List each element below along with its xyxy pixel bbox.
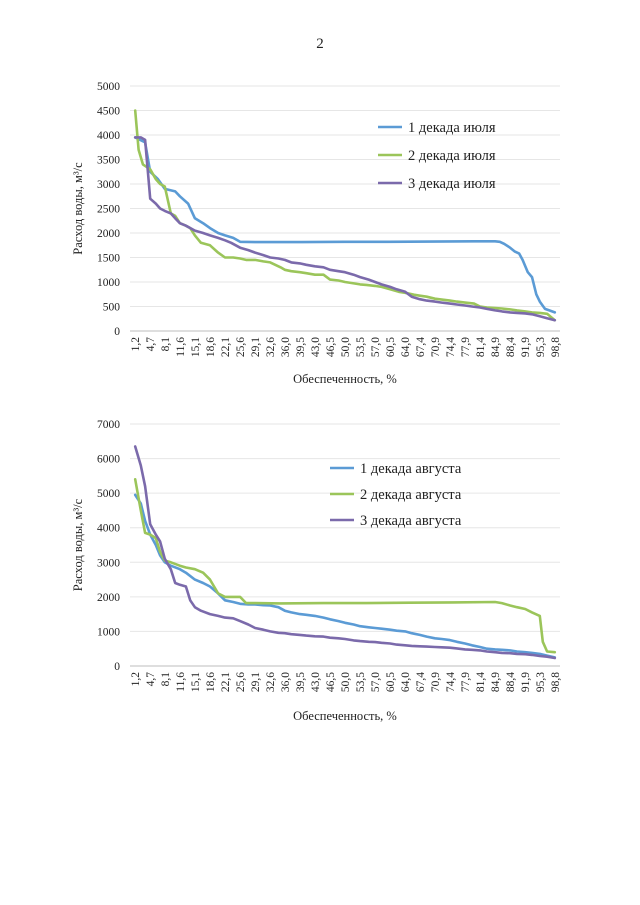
august-x-tick-label: 8,1 [160, 672, 172, 687]
august-y-tick-label: 2000 [97, 592, 120, 604]
august-x-tick-label: 64,0 [400, 672, 412, 692]
august-x-tick-label: 74,4 [445, 672, 457, 692]
july-x-tick-label: 4,7 [145, 337, 157, 352]
july-x-tick-label: 8,1 [160, 337, 172, 352]
july-x-tick-label: 81,4 [475, 337, 487, 357]
august-x-tick-label: 25,6 [235, 672, 247, 692]
august-y-tick-label: 7000 [97, 419, 120, 431]
july-x-axis-title: Обеспеченность, % [293, 372, 397, 386]
august-x-tick-label: 15,1 [190, 672, 202, 692]
july-x-tick-label: 67,4 [415, 337, 427, 357]
july-x-tick-label: 60,5 [385, 337, 397, 357]
august-x-tick-label: 36,0 [280, 672, 292, 692]
july-x-tick-label: 95,3 [535, 337, 547, 357]
august-series-line-1 [133, 493, 557, 659]
july-x-tick-label: 18,6 [205, 337, 217, 357]
august-x-tick-label: 77,9 [460, 672, 472, 692]
july-y-tick-label: 1500 [97, 253, 120, 265]
august-x-tick-label: 18,6 [205, 672, 217, 692]
july-x-tick-label: 84,9 [490, 337, 502, 357]
august-y-tick-label: 4000 [97, 523, 120, 535]
august-x-tick-label: 67,4 [415, 672, 427, 692]
august-x-axis-title: Обеспеченность, % [293, 709, 397, 723]
july-y-tick-label: 2000 [97, 228, 120, 240]
august-x-tick-label: 11,6 [175, 672, 187, 692]
july-x-tick-label: 11,6 [175, 337, 187, 357]
july-x-tick-label: 1,2 [130, 337, 142, 352]
august-x-tick-label: 81,4 [475, 672, 487, 692]
august-x-tick-label: 39,5 [295, 672, 307, 692]
august-series-line-2 [133, 478, 557, 654]
july-y-axis-title: Расход воды, м³/с [71, 162, 85, 255]
august-y-tick-label: 6000 [97, 454, 120, 466]
august-x-tick-label: 98,8 [550, 672, 562, 692]
july-series-line-2 [133, 109, 557, 322]
july-x-tick-label: 98,8 [550, 337, 562, 357]
july-x-tick-label: 25,6 [235, 337, 247, 357]
august-x-tick-label: 91,9 [520, 672, 532, 692]
july-x-tick-label: 22,1 [220, 337, 232, 357]
august-y-tick-label: 0 [114, 661, 120, 673]
july-x-tick-label: 77,9 [460, 337, 472, 357]
august-legend-label-3: 3 декада августа [360, 513, 462, 529]
august-x-tick-label: 95,3 [535, 672, 547, 692]
july-x-tick-label: 46,5 [325, 337, 337, 357]
july-x-tick-label: 39,5 [295, 337, 307, 357]
july-x-tick-label: 74,4 [445, 337, 457, 357]
august-x-tick-label: 70,9 [430, 672, 442, 692]
july-x-tick-label: 91,9 [520, 337, 532, 357]
august-y-axis-title: Расход воды, м³/с [71, 498, 85, 591]
august-x-tick-label: 29,1 [250, 672, 262, 692]
july-x-tick-label: 29,1 [250, 337, 262, 357]
july-legend-label-3: 3 декада июля [408, 176, 496, 192]
august-x-tick-label: 46,5 [325, 672, 337, 692]
july-y-tick-label: 500 [103, 302, 121, 314]
august-y-tick-label: 1000 [97, 626, 120, 638]
august-x-tick-label: 43,0 [310, 672, 322, 692]
july-legend-label-1: 1 декада июля [408, 120, 496, 136]
august-x-tick-label: 4,7 [145, 672, 157, 687]
august-x-tick-label: 60,5 [385, 672, 397, 692]
july-y-tick-label: 0 [114, 326, 120, 338]
july-x-tick-label: 32,6 [265, 337, 277, 357]
july-y-tick-label: 3000 [97, 179, 120, 191]
july-x-tick-label: 57,0 [370, 337, 382, 357]
august-y-tick-label: 3000 [97, 557, 120, 569]
august-series-line-3 [133, 445, 557, 660]
july-x-tick-label: 36,0 [280, 337, 292, 357]
july-x-tick-label: 15,1 [190, 337, 202, 357]
july-x-tick-label: 88,4 [505, 337, 517, 357]
august-x-tick-label: 57,0 [370, 672, 382, 692]
august-legend-label-1: 1 декада августа [360, 461, 462, 477]
august-x-tick-label: 88,4 [505, 672, 517, 692]
chart-july: 0 500 1000 1500 2000 2500 3000 3500 4000 4500 5000… [71, 81, 562, 386]
july-series-line-3 [133, 136, 557, 322]
august-x-tick-label: 32,6 [265, 672, 277, 692]
july-x-tick-label: 64,0 [400, 337, 412, 357]
august-y-tick-label: 5000 [97, 488, 120, 500]
august-x-tick-label: 84,9 [490, 672, 502, 692]
july-legend-label-2: 2 декада июля [408, 148, 496, 164]
august-x-tick-label: 22,1 [220, 672, 232, 692]
august-x-tick-label: 1,2 [130, 672, 142, 687]
chart-august: 0 1000 2000 3000 4000 5000 6000 7000 1,2 4,7 8,1 11… [71, 419, 562, 723]
july-y-tick-label: 1000 [97, 277, 120, 289]
august-legend-label-2: 2 декада августа [360, 487, 462, 503]
august-x-tick-label: 53,5 [355, 672, 367, 692]
august-x-tick-label: 50,0 [340, 672, 352, 692]
july-x-tick-label: 43,0 [310, 337, 322, 357]
july-y-tick-label: 4500 [97, 106, 120, 118]
july-y-tick-label: 5000 [97, 81, 120, 93]
july-x-tick-label: 70,9 [430, 337, 442, 357]
july-y-tick-label: 2500 [97, 204, 120, 216]
july-x-tick-label: 53,5 [355, 337, 367, 357]
july-y-tick-label: 4000 [97, 130, 120, 142]
july-y-tick-label: 3500 [97, 155, 120, 167]
page-number: 2 [316, 36, 324, 52]
july-series-line-1 [133, 136, 557, 314]
july-x-tick-label: 50,0 [340, 337, 352, 357]
